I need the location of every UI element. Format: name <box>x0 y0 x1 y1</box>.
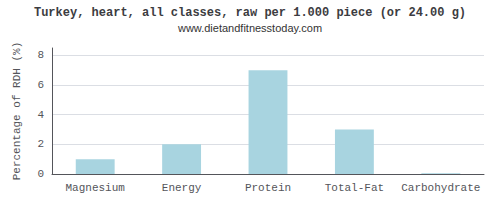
svg-text:Turkey, heart, all classes, ra: Turkey, heart, all classes, raw per 1.00… <box>34 6 466 20</box>
svg-text:0: 0 <box>37 168 44 180</box>
svg-text:www.dietandfitnesstoday.com: www.dietandfitnesstoday.com <box>177 22 322 34</box>
svg-text:Protein: Protein <box>245 182 291 194</box>
svg-text:6: 6 <box>37 79 44 91</box>
svg-text:Total-Fat: Total-Fat <box>325 182 384 194</box>
svg-text:Energy: Energy <box>162 182 202 194</box>
svg-text:8: 8 <box>37 49 44 61</box>
svg-text:Carbohydrate: Carbohydrate <box>401 182 480 194</box>
svg-text:4: 4 <box>37 109 44 121</box>
svg-text:Percentage of RDH (%): Percentage of RDH (%) <box>11 42 23 181</box>
svg-text:2: 2 <box>37 138 44 150</box>
svg-text:Magnesium: Magnesium <box>65 182 125 194</box>
